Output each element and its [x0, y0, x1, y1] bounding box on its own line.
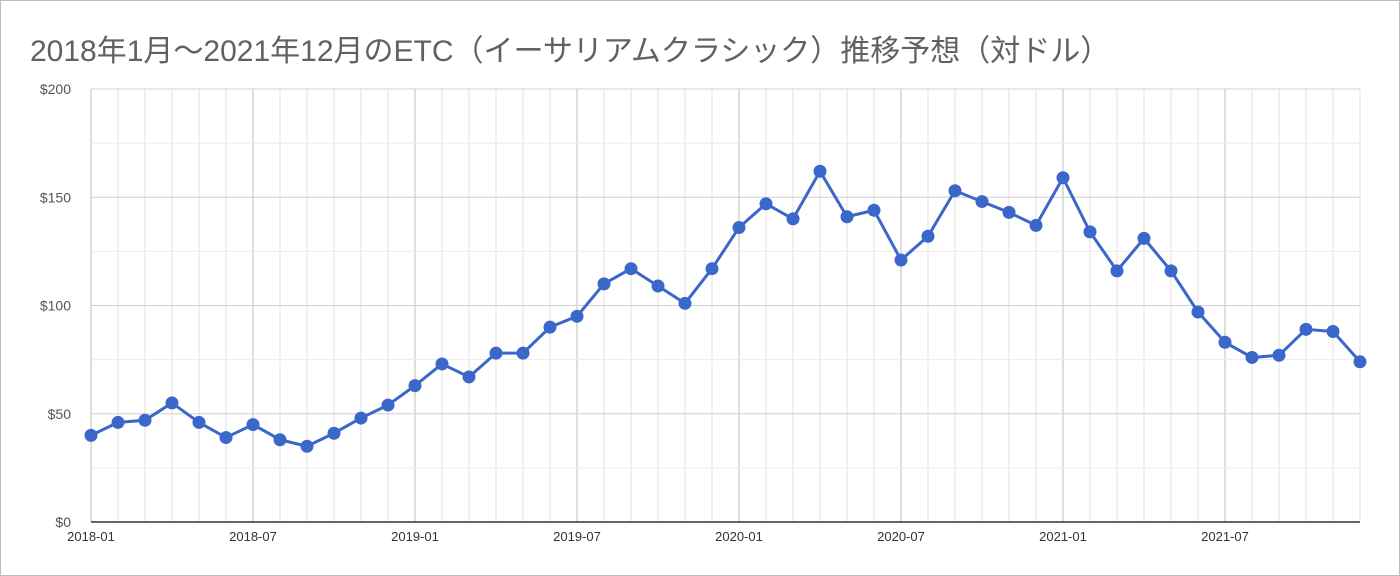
data-point	[84, 428, 98, 442]
data-point	[1326, 324, 1340, 338]
data-point	[867, 203, 881, 217]
data-point	[1245, 350, 1259, 364]
data-point	[543, 320, 557, 334]
data-point	[678, 296, 692, 310]
y-tick-label: $0	[55, 514, 71, 530]
data-point	[1137, 231, 1151, 245]
data-point	[381, 398, 395, 412]
data-point	[705, 262, 719, 276]
data-point	[1029, 218, 1043, 232]
data-point	[1110, 264, 1124, 278]
data-point	[462, 370, 476, 384]
data-point	[435, 357, 449, 371]
y-axis-ticks: $0 $50 $100 $150 $200	[40, 81, 71, 530]
x-tick-label: 2021-01	[1039, 529, 1087, 544]
data-point	[1164, 264, 1178, 278]
data-point	[1056, 171, 1070, 185]
y-tick-label: $50	[48, 406, 72, 422]
data-point	[840, 210, 854, 224]
data-point	[192, 415, 206, 429]
data-point	[813, 164, 827, 178]
x-tick-label: 2021-07	[1201, 529, 1249, 544]
data-point	[1083, 225, 1097, 239]
data-point	[138, 413, 152, 427]
data-point	[111, 415, 125, 429]
y-tick-label: $100	[40, 298, 71, 314]
data-point	[786, 212, 800, 226]
data-points	[84, 164, 1367, 453]
data-point	[354, 411, 368, 425]
data-point	[219, 431, 233, 445]
x-tick-label: 2020-01	[715, 529, 763, 544]
x-tick-label: 2018-01	[67, 529, 115, 544]
data-point	[570, 309, 584, 323]
data-point	[651, 279, 665, 293]
data-point	[300, 439, 314, 453]
x-tick-label: 2020-07	[877, 529, 925, 544]
x-tick-label: 2018-07	[229, 529, 277, 544]
data-point	[1002, 205, 1016, 219]
data-point	[273, 433, 287, 447]
data-point	[246, 418, 260, 432]
data-point	[1353, 355, 1367, 369]
grid-lines	[90, 88, 1361, 523]
y-tick-label: $150	[40, 189, 71, 205]
data-point	[165, 396, 179, 410]
chart-title: 2018年1月〜2021年12月のETC（イーサリアムクラシック）推移予想（対ド…	[30, 35, 1111, 68]
data-point	[1272, 348, 1286, 362]
data-point	[759, 197, 773, 211]
x-axis-ticks: 2018-01 2018-07 2019-01 2019-07 2020-01 2020-…	[67, 529, 1249, 544]
data-point	[489, 346, 503, 360]
data-point	[921, 229, 935, 243]
data-point	[624, 262, 638, 276]
data-point	[975, 195, 989, 209]
data-point	[1218, 335, 1232, 349]
data-point	[1299, 322, 1313, 336]
data-point	[732, 221, 746, 235]
data-point	[327, 426, 341, 440]
x-tick-label: 2019-01	[391, 529, 439, 544]
data-point	[597, 277, 611, 291]
data-point	[516, 346, 530, 360]
data-point	[894, 253, 908, 267]
data-point	[408, 379, 422, 393]
data-point	[1191, 305, 1205, 319]
y-tick-label: $200	[40, 81, 71, 97]
x-tick-label: 2019-07	[553, 529, 601, 544]
data-point	[948, 184, 962, 198]
series-line	[90, 169, 1362, 448]
